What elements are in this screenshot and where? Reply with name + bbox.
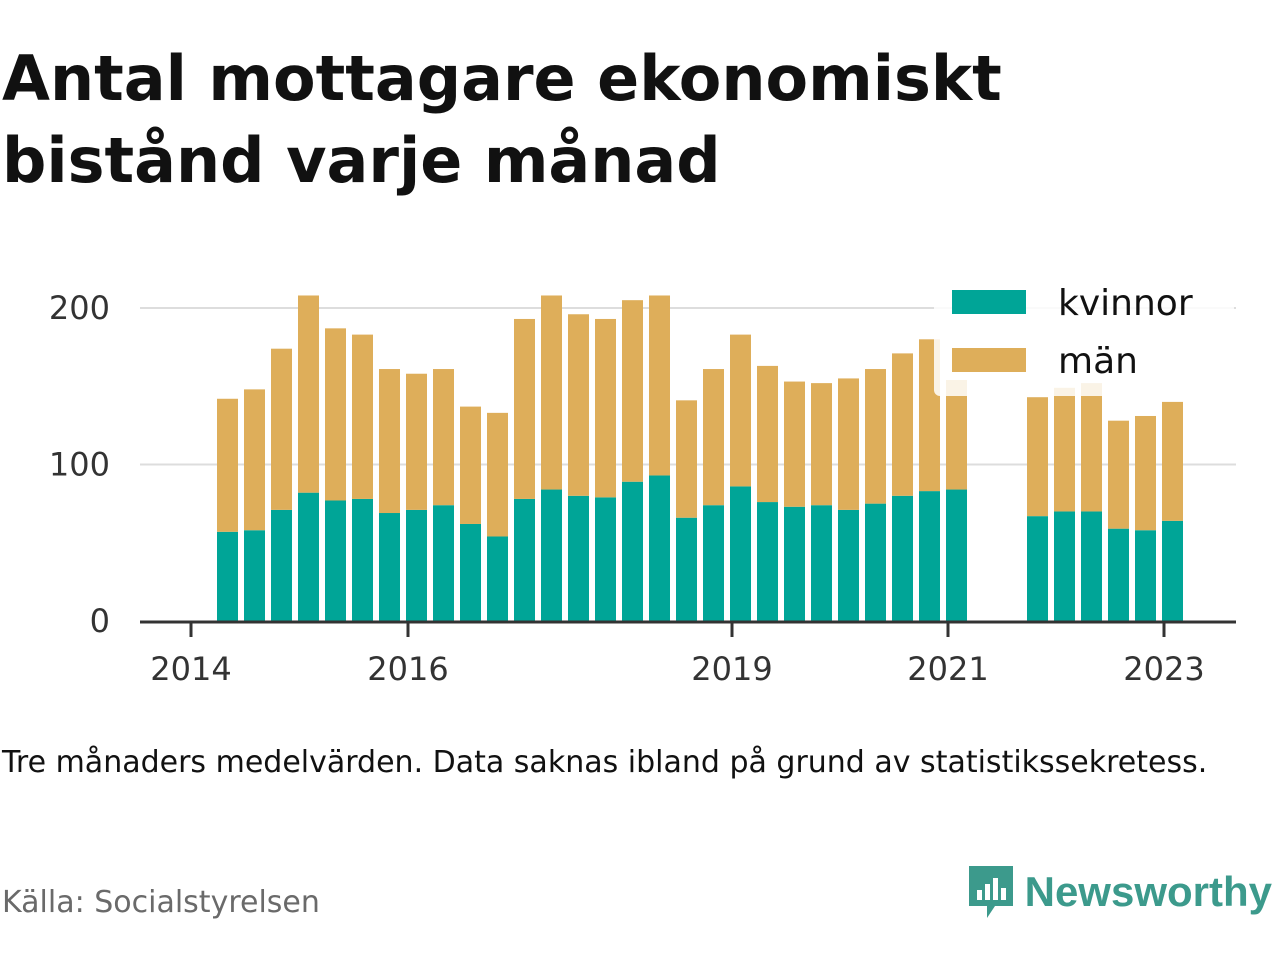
bar-man: [946, 379, 967, 490]
newsworthy-logo-icon: [968, 866, 1013, 918]
bar-man: [325, 328, 346, 501]
bar-man: [514, 318, 535, 499]
legend: kvinnor män: [934, 272, 1234, 396]
bar-kvinnor: [1081, 511, 1102, 621]
x-tick-label: 2021: [907, 650, 988, 688]
bar-man: [1135, 415, 1156, 531]
bar-man: [379, 369, 400, 514]
bar-kvinnor: [217, 531, 238, 621]
bar-man: [1081, 383, 1102, 512]
bar-kvinnor: [622, 481, 643, 621]
x-tick-label: 2016: [367, 650, 448, 688]
bar-kvinnor: [757, 502, 778, 621]
bar-kvinnor: [541, 489, 562, 621]
bar-kvinnor: [1027, 516, 1048, 621]
bar-man: [703, 369, 724, 506]
bar-kvinnor: [271, 509, 292, 621]
bar-man: [676, 400, 697, 518]
chart-title: Antal mottagare ekonomiskt bistånd varje…: [2, 42, 1002, 197]
bar-man: [541, 295, 562, 490]
bar-man: [244, 389, 265, 531]
bar-man: [433, 369, 454, 506]
bar-kvinnor: [676, 517, 697, 621]
bar-man: [892, 353, 913, 496]
axes: 0 100 200 2014 2016 2019 2021 2023: [49, 289, 1236, 688]
legend-swatch: [952, 290, 1026, 314]
bar-man: [811, 383, 832, 506]
bar-man: [865, 369, 886, 504]
x-tick-label: 2019: [691, 650, 772, 688]
bar-man: [352, 334, 373, 499]
bar-kvinnor: [730, 486, 751, 621]
bar-kvinnor: [865, 503, 886, 621]
bar-kvinnor: [595, 497, 616, 621]
bar-kvinnor: [325, 500, 346, 621]
bar-man: [1054, 387, 1075, 512]
bar-kvinnor: [892, 495, 913, 621]
bar-kvinnor: [946, 489, 967, 621]
bar-kvinnor: [379, 513, 400, 621]
bar-kvinnor: [784, 506, 805, 621]
bar-man: [1108, 420, 1129, 529]
bar-man: [784, 381, 805, 507]
bar-man: [595, 318, 616, 498]
brand-logo[interactable]: Newsworthy: [965, 862, 1272, 922]
bar-man: [487, 412, 508, 537]
bar-man: [1027, 397, 1048, 517]
legend-swatch: [952, 348, 1026, 372]
bar-kvinnor: [1054, 511, 1075, 621]
bar-man: [568, 314, 589, 496]
bar-kvinnor: [298, 492, 319, 621]
bars: [217, 295, 1183, 621]
bar-kvinnor: [919, 491, 940, 621]
bar-man: [298, 295, 319, 493]
bar-kvinnor: [514, 498, 535, 621]
bar-man: [838, 378, 859, 510]
bar-kvinnor: [1135, 530, 1156, 621]
bar-kvinnor: [1108, 528, 1129, 621]
bar-man: [217, 398, 238, 532]
y-tick-label: 200: [49, 289, 110, 327]
brand-name: Newsworthy: [1024, 868, 1272, 915]
bar-man: [271, 348, 292, 510]
bar-kvinnor: [406, 509, 427, 621]
bar-man: [406, 373, 427, 510]
chart-note: Tre månaders medelvärden. Data saknas ib…: [2, 745, 1208, 780]
bar-kvinnor: [460, 523, 481, 621]
bar-kvinnor: [244, 530, 265, 621]
bar-man: [730, 334, 751, 487]
bar-man: [757, 365, 778, 503]
bar-kvinnor: [487, 536, 508, 621]
stacked-bar-chart: 0 100 200 2014 2016 2019 2021 2023 kvinnor män: [48, 272, 1236, 688]
bar-kvinnor: [649, 475, 670, 621]
bar-man: [460, 406, 481, 524]
bar-man: [1162, 401, 1183, 521]
bar-man: [622, 300, 643, 482]
source-label: Källa: Socialstyrelsen: [2, 885, 320, 920]
bar-kvinnor: [568, 495, 589, 621]
bar-kvinnor: [1162, 520, 1183, 621]
y-tick-label: 100: [49, 446, 110, 484]
x-tick-label: 2023: [1123, 650, 1204, 688]
y-tick-label: 0: [90, 602, 110, 640]
bar-kvinnor: [433, 505, 454, 621]
bar-kvinnor: [838, 509, 859, 621]
x-tick-label: 2014: [150, 650, 231, 688]
bar-kvinnor: [703, 505, 724, 621]
bar-man: [649, 295, 670, 476]
bar-kvinnor: [811, 505, 832, 621]
legend-label: män: [1058, 341, 1138, 382]
legend-label: kvinnor: [1058, 283, 1193, 324]
bar-kvinnor: [352, 498, 373, 621]
